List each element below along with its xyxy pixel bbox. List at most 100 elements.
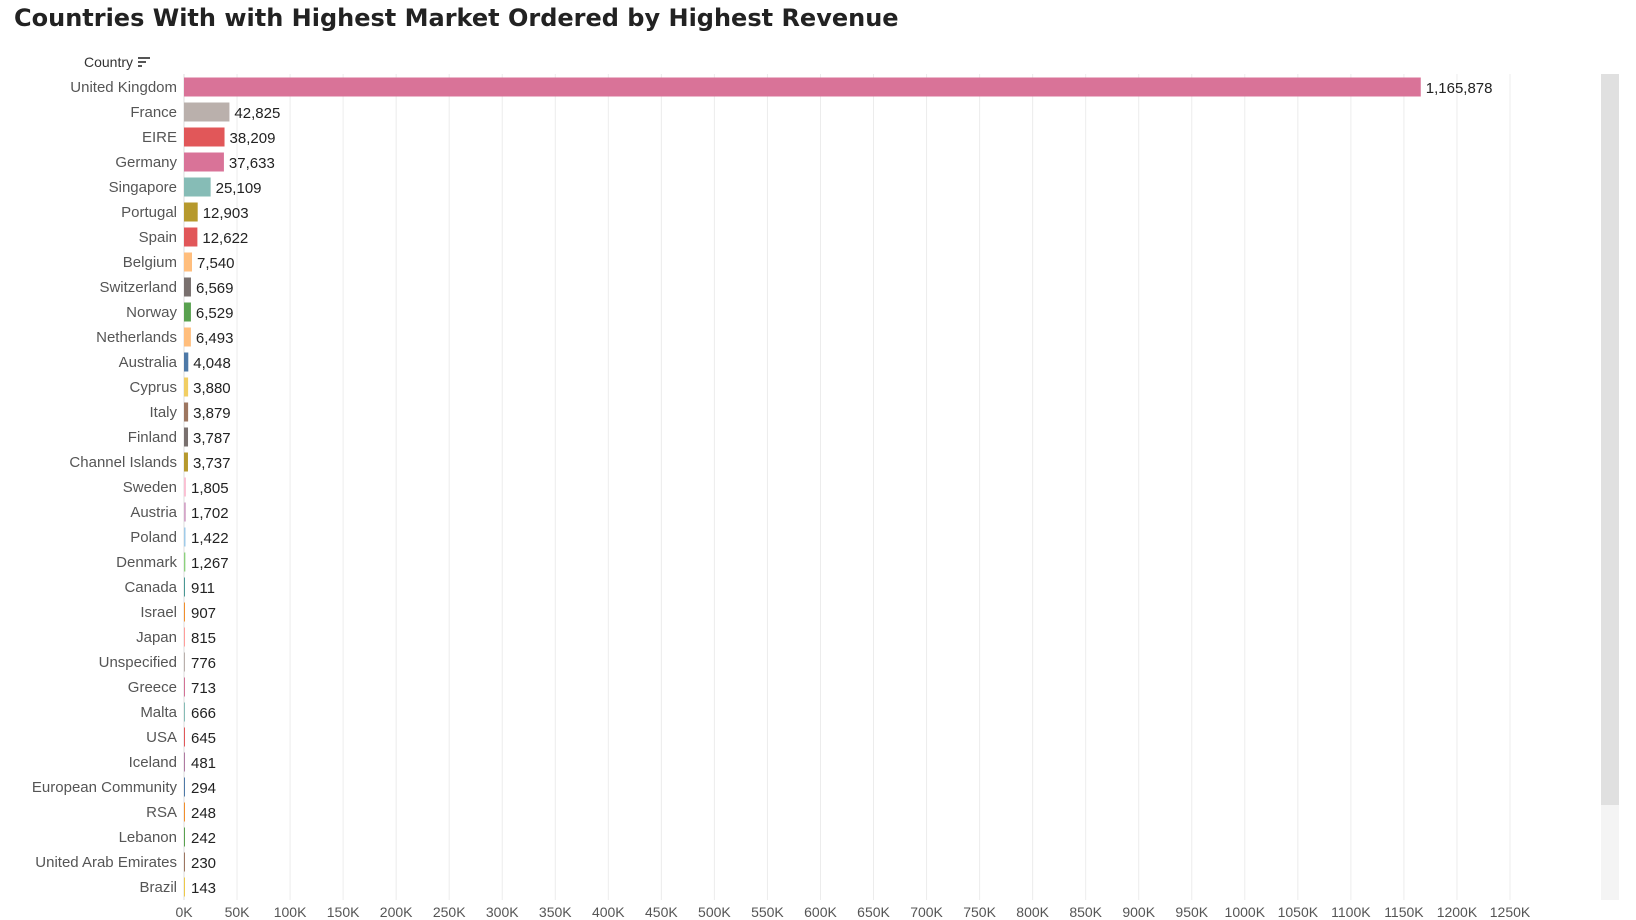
scrollbar-thumb[interactable] [1601,74,1619,805]
x-tick-label: 700K [910,904,943,920]
x-tick-label: 900K [1122,904,1155,920]
value-label: 6,493 [196,330,234,347]
x-tick-label: 300K [486,904,519,920]
bar[interactable] [184,627,185,647]
value-label: 294 [191,780,216,797]
bar[interactable] [184,852,185,872]
x-tick-label: 450K [645,904,678,920]
bar[interactable] [184,752,185,772]
category-label: Belgium [123,254,177,271]
x-tick-label: 50K [225,904,251,920]
bar[interactable] [184,702,185,722]
x-tick-label: 650K [857,904,890,920]
value-label: 38,209 [230,130,276,147]
bar[interactable] [184,727,185,747]
bar[interactable] [184,77,1421,97]
bar[interactable] [184,377,189,397]
value-labels: 1,165,878 42,825 38,209 37,633 25,109 12,903 1… [191,80,1492,897]
bar[interactable] [184,352,189,372]
x-tick-label: 750K [963,904,996,920]
bar[interactable] [184,302,191,322]
bar[interactable] [184,427,189,447]
bar[interactable] [184,677,185,697]
value-label: 911 [191,580,215,597]
value-label: 776 [191,655,216,672]
value-label: 3,737 [193,455,231,472]
bar[interactable] [184,152,224,172]
value-label: 37,633 [229,155,275,172]
x-axis: 0K 50K 100K 150K 200K 250K 300K 350K 400K 450K 500… [175,904,1530,920]
bar[interactable] [184,877,185,897]
bar[interactable] [184,552,186,572]
bar[interactable] [184,652,185,672]
bar[interactable] [184,602,185,622]
value-label: 6,569 [196,280,234,297]
category-label: United Kingdom [70,79,177,96]
bar[interactable] [184,252,192,272]
category-label: USA [146,729,177,746]
category-label: Cyprus [129,379,177,396]
bars [184,77,1421,897]
bar[interactable] [184,502,186,522]
category-label: Poland [130,529,177,546]
value-label: 666 [191,705,216,722]
country-field-header[interactable]: Country [84,54,151,70]
value-label: 25,109 [216,180,262,197]
bar[interactable] [184,802,185,822]
bar[interactable] [184,277,191,297]
category-label: Italy [149,404,177,421]
category-label: Channel Islands [69,454,177,471]
bar-chart: 1,165,878 42,825 38,209 37,633 25,109 12,903 1… [32,74,1531,920]
bar[interactable] [184,177,211,197]
category-label: EIRE [142,129,177,146]
bar[interactable] [184,102,230,122]
x-tick-label: 1050K [1278,904,1319,920]
value-label: 4,048 [193,355,231,372]
value-label: 12,903 [203,205,249,222]
value-label: 3,880 [193,380,231,397]
value-label: 1,267 [191,555,229,572]
value-label: 713 [191,680,216,697]
x-tick-label: 1000K [1225,904,1266,920]
x-tick-label: 1250K [1490,904,1531,920]
value-label: 12,622 [202,230,248,247]
bar[interactable] [184,477,186,497]
bar[interactable] [184,827,185,847]
bar[interactable] [184,327,191,347]
bar[interactable] [184,127,225,147]
category-label: Norway [126,304,177,321]
gridlines [183,74,1511,900]
bar[interactable] [184,402,189,422]
bar[interactable] [184,577,185,597]
value-label: 248 [191,805,216,822]
category-label: Austria [130,504,177,521]
category-label: Netherlands [96,329,177,346]
category-label: Denmark [116,554,177,571]
bar[interactable] [184,527,186,547]
value-label: 7,540 [197,255,235,272]
x-tick-label: 800K [1016,904,1049,920]
bar[interactable] [184,777,185,797]
bar[interactable] [184,202,198,222]
x-tick-label: 1200K [1437,904,1478,920]
value-label: 6,529 [196,305,234,322]
value-label: 1,422 [191,530,229,547]
category-label: United Arab Emirates [35,854,177,871]
x-tick-label: 1100K [1331,904,1371,920]
vertical-scrollbar[interactable] [1601,74,1619,900]
value-label: 815 [191,630,216,647]
category-label: Japan [136,629,177,646]
value-label: 230 [191,855,216,872]
sort-descending-icon[interactable] [138,56,151,68]
x-tick-label: 400K [592,904,625,920]
value-label: 1,702 [191,505,229,522]
category-label: Singapore [109,179,177,196]
category-label: RSA [146,804,177,821]
x-tick-label: 600K [804,904,837,920]
category-label: Greece [128,679,177,696]
bar[interactable] [184,452,188,472]
value-label: 42,825 [234,105,280,122]
category-label: Brazil [139,879,177,896]
x-tick-label: 350K [539,904,572,920]
bar[interactable] [184,227,198,247]
